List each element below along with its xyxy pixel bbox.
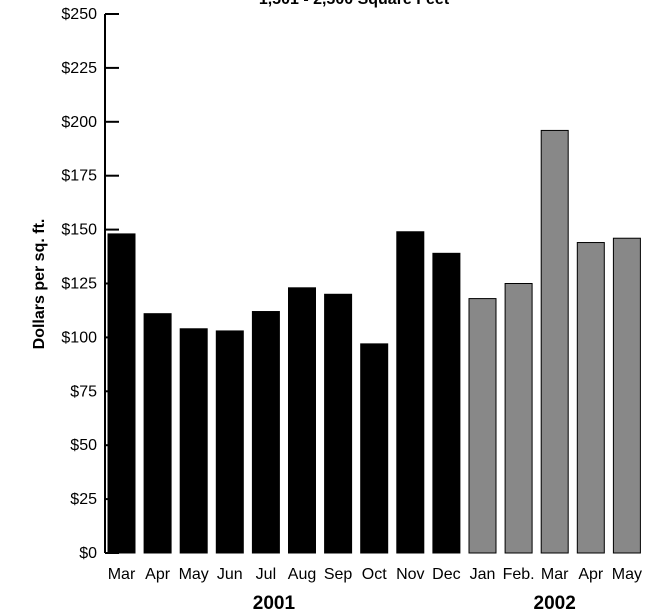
y-tick-label: $250 <box>61 6 97 23</box>
x-tick-label: Oct <box>362 566 387 583</box>
bar <box>143 313 172 554</box>
x-tick-label: Aug <box>288 566 316 583</box>
y-tick-label: $50 <box>70 437 97 454</box>
y-tick-label: $150 <box>61 222 97 239</box>
x-tick-label: May <box>612 566 642 583</box>
x-tick-label: Dec <box>432 566 460 583</box>
x-tick-label: May <box>179 566 209 583</box>
bar <box>432 252 461 554</box>
y-tick-label: $75 <box>70 383 97 400</box>
y-axis-title: Dollars per sq. ft. <box>31 219 48 350</box>
x-tick-label: Apr <box>578 566 604 583</box>
bar <box>107 233 136 554</box>
bar <box>324 293 353 554</box>
bars <box>107 129 641 554</box>
bar <box>360 343 389 554</box>
x-tick-label: Mar <box>541 566 569 583</box>
y-tick-label: $25 <box>70 491 97 508</box>
year-label: 2001 <box>253 593 296 614</box>
x-tick-label: Jan <box>470 566 496 583</box>
y-tick-label: $100 <box>61 329 97 346</box>
y-tick-label: $225 <box>61 60 97 77</box>
y-tick-label: $200 <box>61 114 97 131</box>
bar <box>468 298 497 554</box>
x-tick-label: Apr <box>145 566 171 583</box>
x-tick-label: Mar <box>108 566 136 583</box>
bar <box>396 231 425 554</box>
bar <box>576 242 605 554</box>
bar <box>251 311 280 554</box>
x-tick-label: Jun <box>217 566 243 583</box>
x-tick-label: Feb. <box>503 566 535 583</box>
bar <box>540 129 569 554</box>
chart-title: 1,501 - 2,500 Square Feet <box>259 0 450 8</box>
bar <box>215 330 244 554</box>
bar <box>612 237 641 554</box>
x-axis-labels: Mar Apr May Jun Jul Aug Sep Oct Nov Dec Jan Feb. Mar… <box>108 566 642 583</box>
bar <box>504 283 533 554</box>
y-tick-label: $125 <box>61 276 97 293</box>
x-tick-label: Sep <box>324 566 353 583</box>
y-tick-label: $175 <box>61 168 97 185</box>
bar <box>179 328 208 554</box>
bar <box>288 287 316 554</box>
x-tick-label: Jul <box>256 566 276 583</box>
year-labels: 2001 2002 <box>253 593 576 614</box>
x-tick-label: Nov <box>396 566 424 583</box>
y-tick-label: $0 <box>79 545 97 562</box>
year-label: 2002 <box>534 593 576 614</box>
